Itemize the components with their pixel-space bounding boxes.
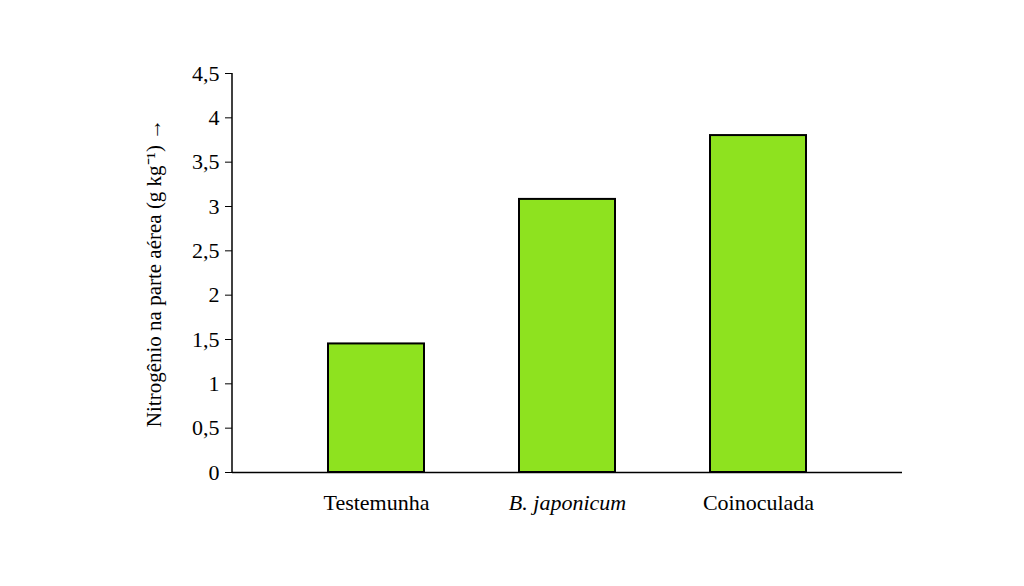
svg-text:1: 1 — [209, 371, 220, 396]
svg-text:0,5: 0,5 — [192, 415, 220, 440]
svg-text:Coinoculada: Coinoculada — [703, 490, 814, 515]
svg-text:Nitrogênio na parte aérea (g k: Nitrogênio na parte aérea (g kg⁻¹) → — [142, 119, 166, 427]
svg-text:0: 0 — [209, 460, 220, 485]
svg-text:1,5: 1,5 — [192, 327, 220, 352]
svg-text:2,5: 2,5 — [192, 238, 220, 263]
svg-text:4,5: 4,5 — [192, 61, 220, 86]
svg-text:3: 3 — [209, 194, 220, 219]
svg-text:3,5: 3,5 — [192, 149, 220, 174]
svg-text:4: 4 — [209, 105, 220, 130]
svg-text:Testemunha: Testemunha — [324, 490, 430, 515]
svg-text:2: 2 — [209, 282, 220, 307]
svg-text:B. japonicum: B. japonicum — [509, 490, 626, 515]
